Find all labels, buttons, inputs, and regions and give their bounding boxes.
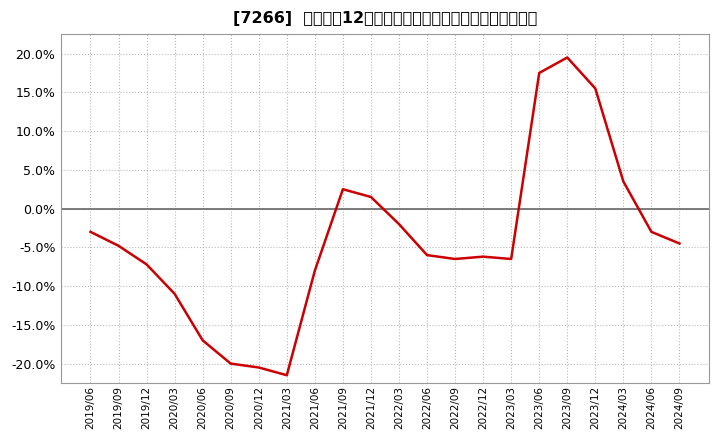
Title: [7266]  売上高の12か月移動合計の対前年同期増減率の推移: [7266] 売上高の12か月移動合計の対前年同期増減率の推移 xyxy=(233,11,537,26)
